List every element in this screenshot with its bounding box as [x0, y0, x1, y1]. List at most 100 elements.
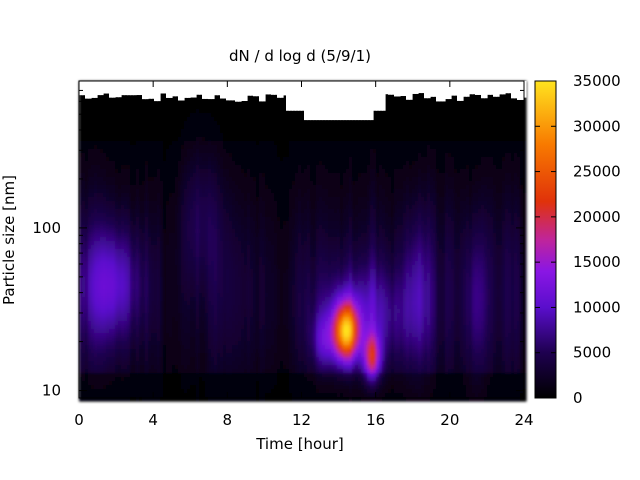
heatmap-cell	[133, 397, 137, 402]
heatmap-cell	[247, 397, 251, 402]
heatmap-cell	[169, 369, 173, 374]
heatmap-cell	[196, 385, 200, 390]
heatmap-cell	[199, 293, 203, 298]
heatmap-cell	[115, 137, 119, 142]
heatmap-cell	[82, 153, 86, 158]
heatmap-cell	[208, 157, 212, 162]
heatmap-cell	[184, 269, 188, 274]
heatmap-cell	[118, 329, 122, 334]
heatmap-cell	[106, 137, 110, 142]
heatmap-cell	[160, 293, 164, 298]
heatmap-cell	[175, 177, 179, 182]
heatmap-cell	[103, 169, 107, 174]
heatmap-cell	[133, 381, 137, 386]
heatmap-cell	[241, 105, 245, 110]
heatmap-cell	[175, 389, 179, 394]
heatmap-cell	[178, 273, 182, 278]
heatmap-cell	[187, 301, 191, 306]
heatmap-cell	[196, 293, 200, 298]
heatmap-cell	[223, 261, 227, 266]
heatmap-cell	[79, 301, 83, 306]
heatmap-cell	[106, 365, 110, 370]
heatmap-cell	[235, 209, 239, 214]
heatmap-cell	[199, 377, 203, 382]
heatmap-cell	[154, 273, 158, 278]
heatmap-cell	[154, 301, 158, 306]
heatmap-cell	[133, 341, 137, 346]
heatmap-cell	[136, 165, 140, 170]
heatmap-cell	[94, 101, 98, 106]
heatmap-cell	[214, 289, 218, 294]
heatmap-cell	[88, 229, 92, 234]
heatmap-cell	[214, 277, 218, 282]
heatmap-cell	[154, 357, 158, 362]
heatmap-cell	[85, 345, 89, 350]
heatmap-cell	[208, 233, 212, 238]
heatmap-cell	[115, 345, 119, 350]
heatmap-cell	[130, 237, 134, 242]
heatmap-cell	[184, 169, 188, 174]
heatmap-cell	[247, 313, 251, 318]
heatmap-cell	[175, 157, 179, 162]
heatmap-cell	[208, 237, 212, 242]
heatmap-cell	[79, 141, 83, 146]
heatmap-cell	[190, 245, 194, 250]
heatmap-cell	[163, 149, 167, 154]
heatmap-cell	[115, 129, 119, 134]
heatmap-cell	[208, 305, 212, 310]
heatmap-cell	[196, 301, 200, 306]
heatmap-cell	[208, 313, 212, 318]
heatmap-cell	[232, 349, 236, 354]
heatmap-cell	[193, 185, 197, 190]
heatmap-cell	[166, 201, 170, 206]
heatmap-cell	[199, 185, 203, 190]
heatmap-cell	[106, 241, 110, 246]
heatmap-cell	[82, 201, 86, 206]
heatmap-cell	[100, 357, 104, 362]
heatmap-cell	[205, 325, 209, 330]
heatmap-cell	[127, 189, 131, 194]
heatmap-cell	[253, 173, 257, 178]
heatmap-cell	[184, 333, 188, 338]
heatmap-cell	[202, 109, 206, 114]
heatmap-cell	[154, 229, 158, 234]
heatmap-cell	[202, 257, 206, 262]
heatmap-cell	[166, 101, 170, 106]
heatmap-cell	[79, 313, 83, 318]
heatmap-cell	[157, 357, 161, 362]
heatmap-cell	[208, 189, 212, 194]
heatmap-cell	[196, 157, 200, 162]
heatmap-cell	[169, 345, 173, 350]
heatmap-cell	[97, 161, 101, 166]
heatmap-cell	[250, 233, 254, 238]
heatmap-cell	[115, 285, 119, 290]
heatmap-cell	[211, 361, 215, 366]
heatmap-cell	[157, 269, 161, 274]
heatmap-cell	[166, 185, 170, 190]
heatmap-cell	[226, 209, 230, 214]
heatmap-cell	[157, 173, 161, 178]
heatmap-cell	[250, 181, 254, 186]
heatmap-cell	[265, 121, 269, 126]
heatmap-cell	[130, 341, 134, 346]
heatmap-cell	[214, 117, 218, 122]
heatmap-cell	[214, 229, 218, 234]
heatmap-cell	[79, 289, 83, 294]
heatmap-cell	[232, 317, 236, 322]
heatmap-cell	[250, 385, 254, 390]
heatmap-cell	[97, 181, 101, 186]
heatmap-cell	[85, 353, 89, 358]
heatmap-cell	[163, 377, 167, 382]
heatmap-cell	[256, 397, 260, 402]
heatmap-cell	[178, 181, 182, 186]
heatmap-cell	[157, 329, 161, 334]
heatmap-cell	[256, 133, 260, 138]
heatmap-cell	[115, 305, 119, 310]
heatmap-cell	[103, 309, 107, 314]
heatmap-cell	[244, 373, 248, 378]
heatmap-cell	[124, 297, 128, 302]
heatmap-cell	[124, 289, 128, 294]
heatmap-cell	[256, 281, 260, 286]
heatmap-cell	[247, 301, 251, 306]
heatmap-cell	[250, 361, 254, 366]
